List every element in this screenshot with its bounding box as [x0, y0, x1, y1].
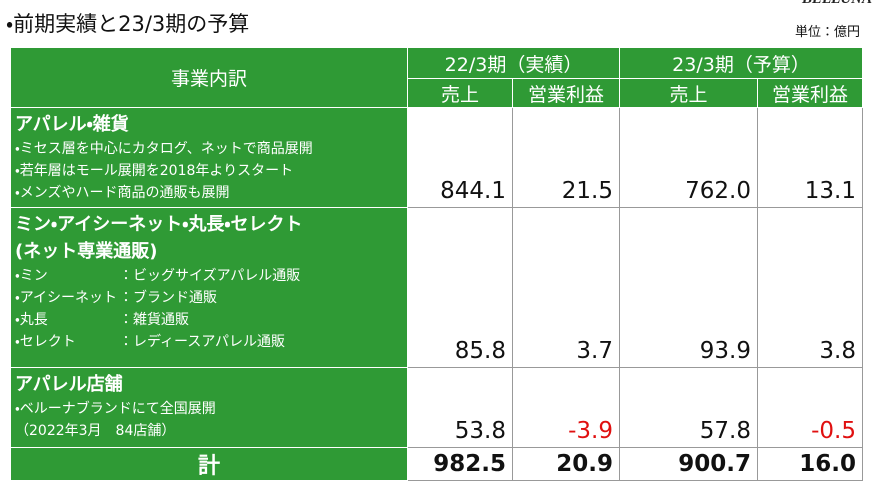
bullet-text: ・セレクト — [15, 334, 76, 350]
bullet: ・丸長 ：雑貨通販 — [15, 309, 403, 331]
metric-header: 営業利益 — [757, 78, 863, 108]
bullet-text: ・ミン — [15, 268, 48, 284]
total-value: 982.5 — [407, 447, 513, 481]
logo: BELLUNA — [802, 0, 872, 8]
unit-note: 単位：億円 — [794, 25, 860, 40]
total-value: 20.9 — [512, 447, 620, 481]
bullet-text: （2022年3月 84店舗） — [15, 423, 176, 439]
value-cell: 13.1 — [757, 107, 863, 208]
bullet-text: ・アイシーネット — [15, 290, 118, 306]
value-cell: 21.5 — [512, 107, 620, 208]
table-row: アパレル店舗 ・ベルーナブランドにて全国展開 （2022年3月 84店舗） 53.8-… — [10, 367, 863, 448]
bullet: ・ベルーナブランドにて全国展開 — [15, 398, 403, 420]
bullet-text: ：雑貨通販 — [119, 312, 189, 328]
row-title: アパレル店舗 — [15, 374, 123, 395]
value-cell: -3.9 — [512, 367, 620, 448]
bullet: ・ミセス層を中心にカタログ、ネットで商品展開 — [15, 138, 403, 160]
column-header: 事業内訳 — [10, 47, 408, 108]
row-title: アパレル・雑貨 — [15, 114, 129, 135]
bullet-text: ・丸長 — [15, 312, 48, 328]
bullet-text: ・ベルーナブランドにて全国展開 — [15, 401, 216, 417]
value-cell: 85.8 — [407, 207, 513, 368]
value-cell: 762.0 — [619, 107, 758, 208]
row-title: ミン・アイシーネット・丸長・セレクト — [15, 214, 303, 235]
value-cell: -0.5 — [757, 367, 863, 448]
total-label: 計 — [10, 447, 408, 481]
value-cell: 3.7 — [512, 207, 620, 368]
total-value: 16.0 — [757, 447, 863, 481]
row-title: (ネット専業通販) — [15, 241, 158, 262]
bullet-text: ：ブランド通販 — [119, 290, 217, 306]
metric-header: 売上 — [619, 78, 758, 108]
budget-table: 事業内訳 22/3期（実績） 23/3期（予算） 売上 営業利益 売上 営業利益 アパ… — [10, 47, 863, 481]
value-cell: 844.1 — [407, 107, 513, 208]
row-description: アパレル・雑貨・ミセス層を中心にカタログ、ネットで商品展開 ・若年層はモール展開を… — [10, 107, 408, 208]
table-row: ミン・アイシーネット・丸長・セレクト (ネット専業通販) ・ミン ：ビッグサイズアパレ… — [10, 207, 863, 368]
metric-header: 営業利益 — [512, 78, 620, 108]
total-row: 計 982.5 20.9 900.7 16.0 — [10, 447, 863, 481]
bullet-text: ：ビッグサイズアパレル通販 — [119, 268, 301, 284]
bullet: ・ミン ：ビッグサイズアパレル通販 — [15, 265, 403, 287]
bullet: ・アイシーネット ：ブランド通販 — [15, 287, 403, 309]
bullet: ・セレクト ：レディースアパレル通販 — [15, 331, 403, 353]
bullet-text: ・ミセス層を中心にカタログ、ネットで商品展開 — [15, 141, 313, 157]
period-header: 22/3期（実績） — [407, 47, 620, 79]
total-value: 900.7 — [619, 447, 758, 481]
row-description: ミン・アイシーネット・丸長・セレクト (ネット専業通販) ・ミン ：ビッグサイズアパレ… — [10, 207, 408, 368]
row-description: アパレル店舗・ベルーナブランドにて全国展開 （2022年3月 84店舗） — [10, 367, 408, 448]
bullet-text: ・メンズやハード商品の通販も展開 — [15, 185, 230, 201]
value-cell: 93.9 — [619, 207, 758, 368]
bullet: （2022年3月 84店舗） — [15, 420, 403, 442]
bullet-text: ：レディースアパレル通販 — [119, 334, 286, 350]
value-cell: 57.8 — [619, 367, 758, 448]
bullet: ・若年層はモール展開を2018年よりスタート — [15, 160, 403, 182]
metric-header: 売上 — [407, 78, 513, 108]
table-row: アパレル・雑貨・ミセス層を中心にカタログ、ネットで商品展開 ・若年層はモール展開を… — [10, 107, 863, 208]
value-cell: 53.8 — [407, 367, 513, 448]
bullet: ・メンズやハード商品の通販も展開 — [15, 182, 403, 204]
bullet-text: ・若年層はモール展開を2018年よりスタート — [15, 163, 294, 179]
period-header: 23/3期（予算） — [619, 47, 863, 79]
page-title: ・前期実績と23/3期の予算 — [6, 12, 250, 36]
value-cell: 3.8 — [757, 207, 863, 368]
